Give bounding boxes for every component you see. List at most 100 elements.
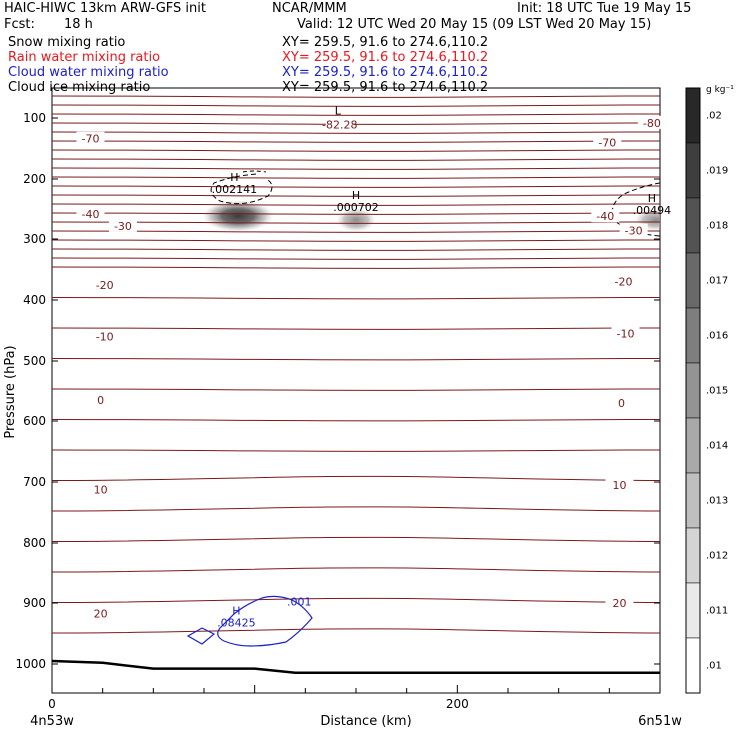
label-backdrop	[611, 326, 640, 340]
extremum-symbol: H	[352, 189, 360, 202]
temperature-label: 20	[612, 597, 626, 610]
field-title-snow: Snow mixing ratio	[8, 35, 126, 50]
temperature-label: -70	[82, 133, 100, 146]
colorbar-frame	[685, 87, 701, 694]
isotherm-line	[52, 104, 660, 107]
temperature-label: 0	[97, 394, 104, 407]
snow-blob-1	[202, 200, 274, 232]
label-backdrop	[607, 396, 636, 409]
colorbar-label: .01	[706, 660, 722, 671]
isotherm-line	[52, 194, 660, 197]
y-axis-title: Pressure (hPa)	[3, 345, 18, 438]
temperature-label: -20	[96, 279, 114, 292]
x-tick-label: 0	[48, 697, 56, 711]
forecast-label: Fcst:	[4, 17, 35, 32]
x-axis-ticks: 0 200	[48, 685, 661, 711]
temperature-contours	[52, 95, 660, 634]
label-backdrop	[86, 393, 115, 406]
extremum-value: .002141	[212, 183, 258, 196]
extremum-symbol: H	[648, 192, 656, 205]
cloud-water-contour	[217, 595, 313, 647]
y-tick-label: 900	[23, 596, 46, 610]
colorbar-label: .016	[706, 330, 728, 341]
y-tick-label: 200	[23, 172, 46, 186]
label-backdrop	[86, 606, 115, 620]
init-time: Init: 18 UTC Tue 19 May 15	[517, 1, 692, 16]
colorbar-unit: g kg⁻¹	[706, 85, 734, 95]
y-tick-label: 300	[23, 232, 46, 246]
field-title-cloud-water: Cloud water mixing ratio	[8, 65, 169, 80]
label-backdrop	[90, 329, 119, 343]
isotherm-line	[52, 248, 660, 251]
center-label: NCAR/MMM	[272, 1, 347, 16]
y-tick-label: 500	[23, 354, 46, 368]
extremum-symbol: H	[230, 171, 238, 184]
temperature-label: 10	[612, 479, 626, 492]
isotherm-line	[52, 113, 660, 116]
colorbar-swatch	[685, 417, 701, 474]
colorbar-swatch	[685, 637, 701, 694]
label-backdrop	[86, 482, 115, 496]
temperature-label: -20	[615, 276, 633, 289]
field-xy-snow: XY= 259.5, 91.6 to 274.6,110.2	[282, 35, 489, 50]
field-xy-rain: XY= 259.5, 91.6 to 274.6,110.2	[282, 50, 489, 65]
colorbar-swatch	[685, 362, 701, 419]
cloud-water-contour-small	[186, 627, 216, 645]
temperature-label: -80	[643, 117, 661, 130]
isotherm-line	[52, 131, 660, 134]
isotherm-line	[52, 628, 660, 634]
y-tick-label: 700	[23, 475, 46, 489]
y-tick-label: 100	[23, 111, 46, 125]
field-title-rain: Rain water mixing ratio	[8, 50, 161, 65]
isotherm-line	[52, 506, 660, 512]
y-tick-label: 1000	[15, 657, 46, 671]
extremum-value: .001	[287, 596, 312, 609]
isotherm-line	[52, 597, 660, 603]
y-tick-label: 400	[23, 293, 46, 307]
temperature-label: 20	[94, 607, 108, 620]
colorbar-label: .018	[706, 220, 728, 231]
isotherm-line	[52, 449, 660, 452]
isotherm-line	[52, 239, 660, 242]
colorbar-label: .011	[706, 605, 728, 616]
label-backdrop	[593, 135, 622, 149]
extremum-symbol: L	[335, 105, 342, 118]
extremum-symbol: H	[232, 604, 240, 617]
extremum-value: .00494	[633, 204, 672, 217]
forecast-hours: 18 h	[64, 17, 93, 32]
isotherm-line	[52, 536, 660, 542]
extremum-value: .000702	[333, 201, 379, 214]
isotherm-line	[52, 158, 660, 161]
colorbar-swatch	[685, 472, 701, 529]
field-xy-cloud-water: XY= 259.5, 91.6 to 274.6,110.2	[282, 65, 489, 80]
temperature-label: -10	[96, 331, 114, 344]
colorbar-label: .02	[706, 110, 722, 121]
colorbar-swatch	[685, 142, 701, 199]
colorbar-label: .015	[706, 385, 728, 396]
temperature-labels: -82.28 -80 -70 -70 -40 -40 -30 -30 -20 -20 -10 -10 0…	[76, 115, 666, 620]
isotherm-line	[52, 475, 660, 481]
right-endpoint: 6n51w	[638, 714, 682, 729]
temperature-label: 0	[618, 397, 625, 410]
isotherm-line	[52, 297, 660, 300]
temperature-label: 10	[94, 483, 108, 496]
x-axis-title: Distance (km)	[320, 714, 411, 729]
isotherm-line	[52, 95, 660, 98]
isotherm-line	[52, 185, 660, 188]
label-backdrop	[76, 206, 105, 220]
isotherm-line	[52, 358, 660, 361]
temperature-label: -10	[617, 328, 635, 341]
label-backdrop	[108, 218, 137, 232]
valid-time: Valid: 12 UTC Wed 20 May 15 (09 LST Wed …	[297, 17, 652, 32]
colorbar-swatch	[685, 197, 701, 254]
y-tick-label: 800	[23, 536, 46, 550]
colorbar-swatch	[685, 252, 701, 309]
label-backdrop	[605, 596, 634, 609]
x-tick-label: 200	[446, 697, 469, 711]
isotherm-line	[52, 327, 660, 330]
temperature-label: -30	[625, 225, 643, 238]
isotherm-line	[52, 122, 660, 125]
colorbar: .02 .019 .018 .017 .016 .015 .014 .013 .012 .011.…	[685, 87, 728, 694]
isotherm-line	[52, 167, 660, 170]
